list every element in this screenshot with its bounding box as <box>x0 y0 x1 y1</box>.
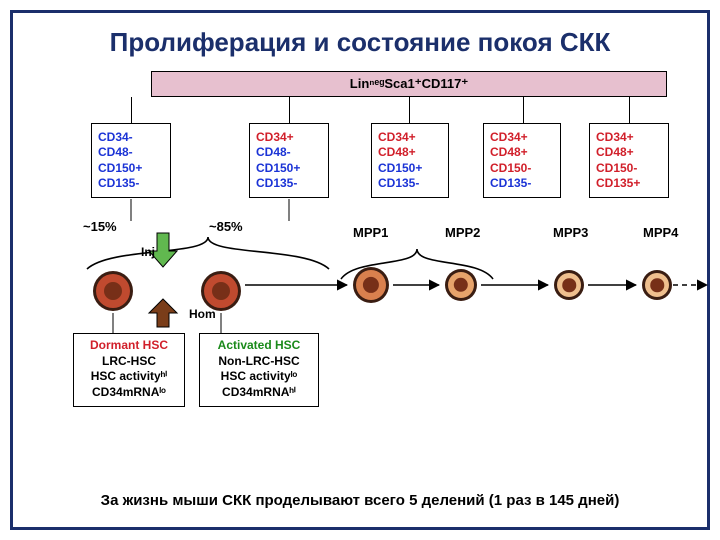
cell-icon <box>642 270 672 300</box>
connector-line <box>289 97 290 123</box>
slide-title: Пролиферация и состояние покоя СКК <box>13 27 707 58</box>
cell-icon <box>201 271 241 311</box>
dormant-hsc-box: Dormant HSCLRC-HSCHSC activityʰⁱCD34mRNA… <box>73 333 185 407</box>
slide-frame: Пролиферация и состояние покоя СКК Linⁿᵉ… <box>10 10 710 530</box>
cell-icon <box>445 269 477 301</box>
connector-line <box>629 97 630 123</box>
connector-line <box>131 97 132 123</box>
footer-text: За жизнь мыши СКК проделывают всего 5 де… <box>13 492 707 509</box>
connector-line <box>523 97 524 123</box>
cell-icon <box>554 270 584 300</box>
cell-icon <box>353 267 389 303</box>
cell-icon <box>93 271 133 311</box>
activated-hsc-box: Activated HSCNon-LRC-HSCHSC activityˡᵒCD… <box>199 333 319 407</box>
diagram-stage: LinⁿᵉᵍSca1⁺CD117⁺ CD34-CD48-CD150+CD135-… <box>13 71 707 491</box>
connector-line <box>409 97 410 123</box>
